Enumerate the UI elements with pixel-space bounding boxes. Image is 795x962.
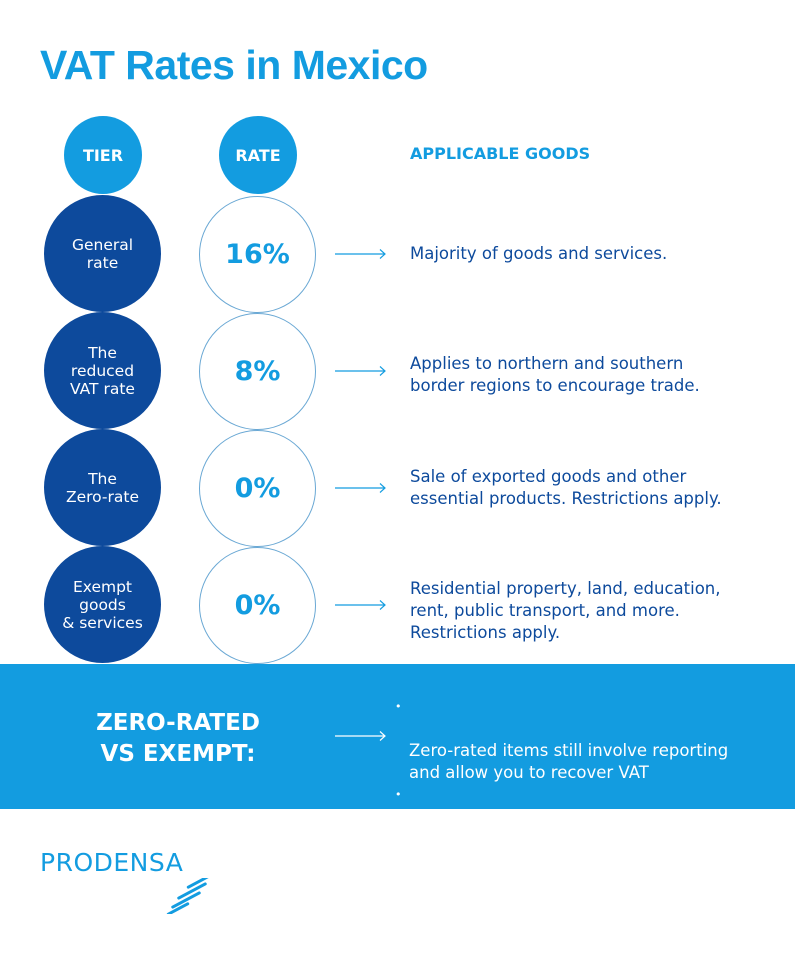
tier-label: The Zero-rate: [65, 469, 140, 506]
tier-header-label: TIER: [82, 145, 124, 165]
list-item: • Zero-rated items still involve reporti…: [394, 696, 728, 784]
tier-label: Exempt goods & services: [62, 577, 143, 632]
diagonal-stripes-logo-icon: [166, 878, 210, 914]
rate-circle-general: 16%: [199, 196, 316, 313]
arrow-right-icon: [335, 600, 386, 610]
rate-header: RATE: [219, 116, 297, 194]
rate-circle-exempt: 0%: [199, 547, 316, 664]
tier-label: General rate: [71, 235, 134, 272]
rate-value: 8%: [234, 356, 281, 387]
rate-value: 0%: [234, 590, 281, 621]
list-item: • Exempt items don't require reporting a…: [394, 784, 728, 872]
brand-logo: PRODENSA: [40, 848, 184, 877]
goods-description: Residential property, land, education, r…: [410, 579, 721, 642]
arrow-right-icon: [335, 731, 386, 741]
arrow-right-icon: [335, 249, 386, 259]
comparison-point: Zero-rated items still involve reporting…: [409, 741, 729, 782]
tier-circle-zero-rate: The Zero-rate: [44, 429, 161, 546]
tier-header: TIER: [64, 116, 142, 194]
page-title: VAT Rates in Mexico: [40, 42, 428, 88]
rate-header-label: RATE: [235, 145, 281, 165]
goods-header: APPLICABLE GOODS: [410, 144, 591, 163]
tier-circle-reduced: The reduced VAT rate: [44, 312, 161, 429]
bullet-icon: •: [395, 788, 402, 801]
tier-label: The reduced VAT rate: [70, 343, 135, 398]
arrow-right-icon: [335, 483, 386, 493]
rate-circle-reduced: 8%: [199, 313, 316, 430]
comparison-point: Exempt items don't require reporting and…: [409, 829, 716, 870]
goods-description: Applies to northern and southern border …: [410, 354, 700, 395]
bullet-icon: •: [395, 700, 402, 713]
rate-circle-zero-rate: 0%: [199, 430, 316, 547]
comparison-list: • Zero-rated items still involve reporti…: [394, 696, 728, 872]
banner-title: ZERO-RATED VS EXEMPT:: [96, 710, 260, 767]
tier-circle-general: General rate: [44, 195, 161, 312]
tier-circle-exempt: Exempt goods & services: [44, 546, 161, 663]
arrow-right-icon: [335, 366, 386, 376]
goods-description: Majority of goods and services.: [410, 244, 668, 263]
goods-description: Sale of exported goods and other essenti…: [410, 467, 722, 508]
comparison-banner: ZERO-RATED VS EXEMPT: • Zero-rated items…: [0, 664, 795, 870]
rate-value: 0%: [234, 473, 281, 504]
rate-value: 16%: [225, 239, 290, 270]
